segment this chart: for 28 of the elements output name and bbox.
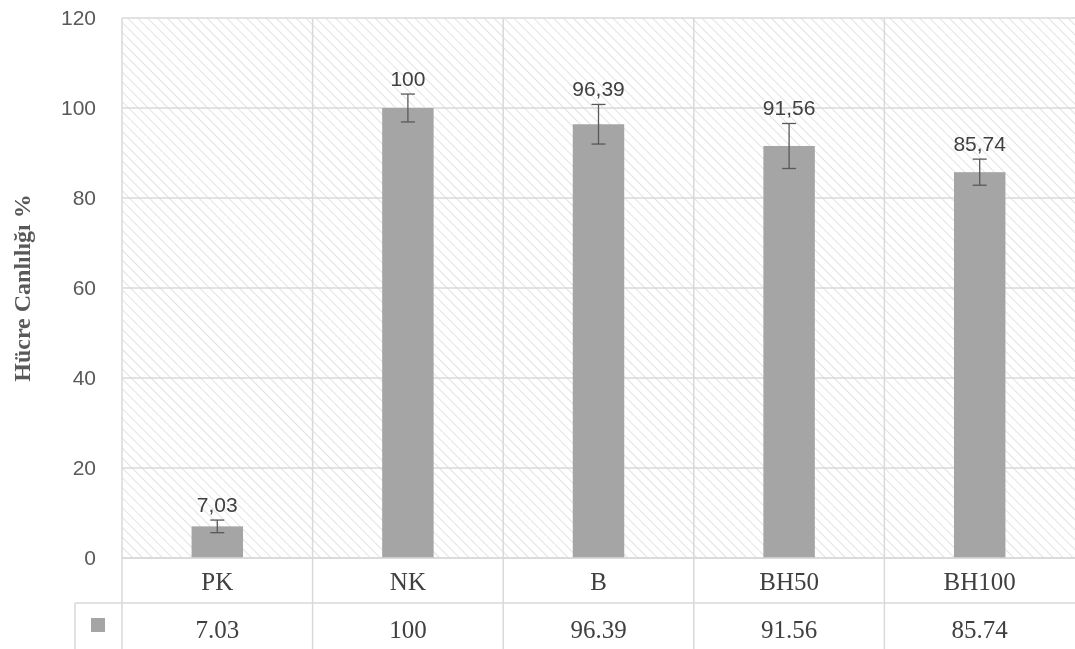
bar <box>572 124 625 558</box>
text: 7.03 <box>195 616 240 643</box>
data-label: 96,39 <box>572 77 625 101</box>
y-tick-label: 0 <box>84 546 96 570</box>
y-tick-label: 100 <box>60 96 96 120</box>
bar <box>763 145 815 558</box>
data-label: 91,56 <box>762 96 816 120</box>
y-tick-label: 80 <box>72 186 96 210</box>
y-tick-label: 40 <box>72 366 96 390</box>
x-tick-label: NK <box>389 568 426 595</box>
bar <box>953 172 1006 558</box>
data-label: 7,03 <box>196 493 238 517</box>
y-tick-label: 120 <box>60 6 96 30</box>
x-tick-label: B <box>590 568 607 595</box>
x-tick-label: BH100 <box>943 568 1016 595</box>
y-axis-title: Hücre Canlılığı % <box>9 194 35 382</box>
data-label: 85,74 <box>953 132 1007 156</box>
text: 91.56 <box>760 616 818 643</box>
bar <box>382 108 434 558</box>
x-tick-label: BH50 <box>759 568 819 595</box>
text: 96.39 <box>570 616 627 643</box>
data-label: 100 <box>390 67 426 91</box>
text: 85.74 <box>951 616 1009 643</box>
bar <box>191 526 244 558</box>
x-tick-label: PK <box>201 568 234 595</box>
y-tick-label: 20 <box>72 456 96 480</box>
text: 100 <box>389 616 427 643</box>
y-tick-label: 60 <box>72 276 96 300</box>
